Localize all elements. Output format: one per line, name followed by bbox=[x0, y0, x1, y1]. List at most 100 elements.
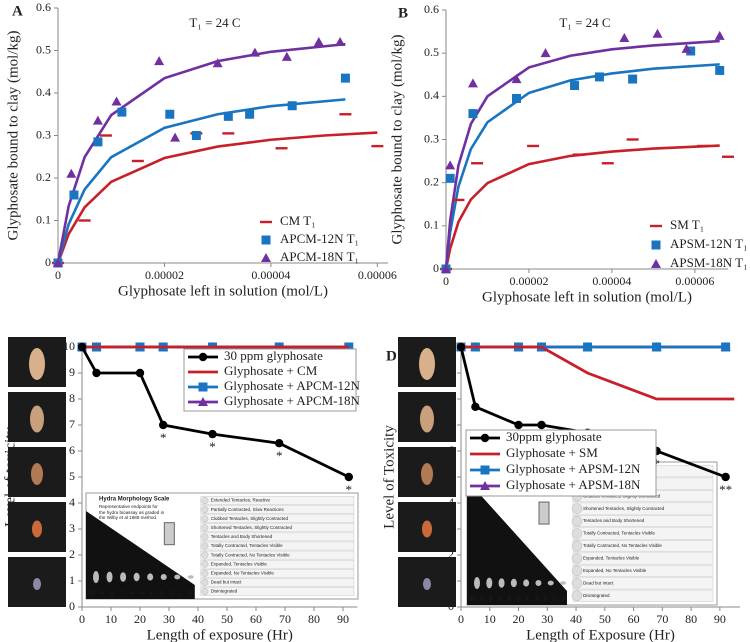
stage-dot bbox=[571, 553, 583, 564]
point bbox=[626, 138, 639, 141]
hydra-body bbox=[421, 463, 433, 485]
x-tick-label: 0.00002 bbox=[509, 274, 548, 288]
legend-label: APSM-18N T₁ bbox=[670, 255, 748, 270]
y-axis-title: Level of Toxicity bbox=[381, 425, 397, 529]
point bbox=[339, 113, 352, 116]
legend-label: Glyphosate + APSM-12N bbox=[506, 461, 641, 476]
point bbox=[686, 46, 696, 56]
point-label: ** bbox=[719, 482, 732, 497]
y-tick-label: 0.2 bbox=[424, 174, 439, 188]
point bbox=[245, 109, 255, 119]
inset-photo-band bbox=[467, 591, 567, 605]
microscope bbox=[163, 522, 175, 546]
stage-label: Tentacles and Body Shortened bbox=[211, 534, 273, 539]
x-tick-label: 30 bbox=[541, 612, 553, 626]
scale-number: 0 bbox=[189, 590, 192, 596]
x-tick-label: 60 bbox=[250, 612, 262, 626]
x-tick-label: 10 bbox=[105, 612, 117, 626]
hydra-icon bbox=[147, 573, 154, 581]
point bbox=[198, 382, 208, 392]
point bbox=[651, 240, 661, 250]
hydra-icon bbox=[174, 574, 181, 580]
x-tick-label: 0.00002 bbox=[145, 268, 184, 282]
hydra-icon bbox=[523, 579, 530, 587]
y-tick-label: 0.3 bbox=[36, 127, 51, 141]
point bbox=[261, 253, 271, 262]
y-tick-label: 8 bbox=[69, 391, 75, 405]
point bbox=[480, 433, 490, 443]
y-tick-label: 0.5 bbox=[424, 45, 439, 59]
scale-number: 6 bbox=[130, 590, 133, 596]
x-tick-label: 70 bbox=[279, 612, 291, 626]
y-axis-title: Glyphosate bound to clay (mol/kg) bbox=[389, 35, 405, 245]
stage-row bbox=[200, 587, 355, 596]
point bbox=[628, 74, 638, 84]
point bbox=[340, 73, 350, 83]
point bbox=[468, 109, 478, 119]
stage-row bbox=[200, 550, 355, 560]
stage-dot bbox=[201, 551, 209, 559]
subtitle: T₁ = 24 C bbox=[559, 15, 610, 30]
point-label: * bbox=[276, 448, 283, 463]
point bbox=[471, 402, 480, 411]
subtitle: T₁ = 24 C bbox=[189, 15, 240, 30]
point bbox=[281, 51, 292, 61]
inset-photo bbox=[467, 480, 567, 591]
point bbox=[260, 220, 272, 224]
point bbox=[198, 397, 208, 406]
x-tick-label: 60 bbox=[628, 612, 640, 626]
point bbox=[99, 134, 112, 137]
x-tick-label: 0.00006 bbox=[358, 268, 397, 282]
scale-number: 1 bbox=[552, 596, 555, 602]
inset-description: Representative endpoints for the hydra b… bbox=[99, 504, 165, 520]
x-axis-title: Glyphosate left in solution (mol/L) bbox=[482, 289, 692, 305]
y-tick-label: 0.2 bbox=[36, 170, 51, 184]
x-tick-label: 80 bbox=[685, 612, 697, 626]
stage-dot bbox=[201, 533, 209, 541]
fit-curve bbox=[444, 39, 720, 270]
hydra-icon bbox=[93, 571, 99, 583]
scale-number: 9 bbox=[100, 590, 103, 596]
hydra-icon bbox=[498, 578, 505, 588]
hydra-icon bbox=[120, 572, 127, 582]
point bbox=[721, 472, 730, 482]
stage-label: Expanded, No Tentacles Visible bbox=[583, 568, 647, 573]
point bbox=[117, 107, 127, 117]
hydra-body bbox=[420, 405, 434, 433]
legend-label: APCM-18N T₁ bbox=[280, 249, 359, 264]
y-tick-label: 4 bbox=[69, 495, 75, 509]
hydra-icon bbox=[106, 571, 113, 583]
point bbox=[198, 352, 208, 362]
hydra-body bbox=[29, 348, 45, 380]
stage-dot bbox=[201, 569, 209, 577]
x-tick-label: 20 bbox=[134, 612, 146, 626]
fit-curve bbox=[56, 131, 378, 264]
stage-dot bbox=[571, 515, 583, 527]
point bbox=[371, 144, 384, 148]
stage-row bbox=[200, 578, 355, 587]
point bbox=[537, 420, 546, 430]
y-tick-label: 0 bbox=[433, 261, 439, 275]
point bbox=[93, 137, 103, 147]
y-tick-label: 5 bbox=[69, 469, 75, 483]
stage-label: Disintegrated bbox=[583, 593, 610, 598]
point bbox=[594, 72, 604, 82]
stage-dot bbox=[571, 590, 583, 601]
hydra-icon bbox=[133, 572, 140, 582]
stage-row bbox=[200, 523, 355, 533]
point bbox=[92, 368, 101, 378]
point bbox=[275, 439, 284, 448]
stage-label: Expanded, No Tentacles Visible bbox=[211, 570, 275, 575]
point bbox=[467, 78, 478, 88]
x-tick-label: 50 bbox=[221, 612, 233, 626]
y-tick-label: 4 bbox=[448, 495, 454, 509]
stage-label: Dead but Intact bbox=[211, 580, 242, 585]
stage-dot bbox=[571, 528, 583, 539]
point bbox=[514, 420, 523, 430]
y-tick-label: 0 bbox=[69, 599, 75, 613]
point bbox=[572, 153, 585, 156]
stage-row bbox=[200, 505, 355, 514]
x-tick-label: 90 bbox=[714, 612, 726, 626]
legend-label: CM T₁ bbox=[280, 213, 316, 228]
inset-description-box: Representative endpoints for the hydra b… bbox=[99, 504, 165, 520]
